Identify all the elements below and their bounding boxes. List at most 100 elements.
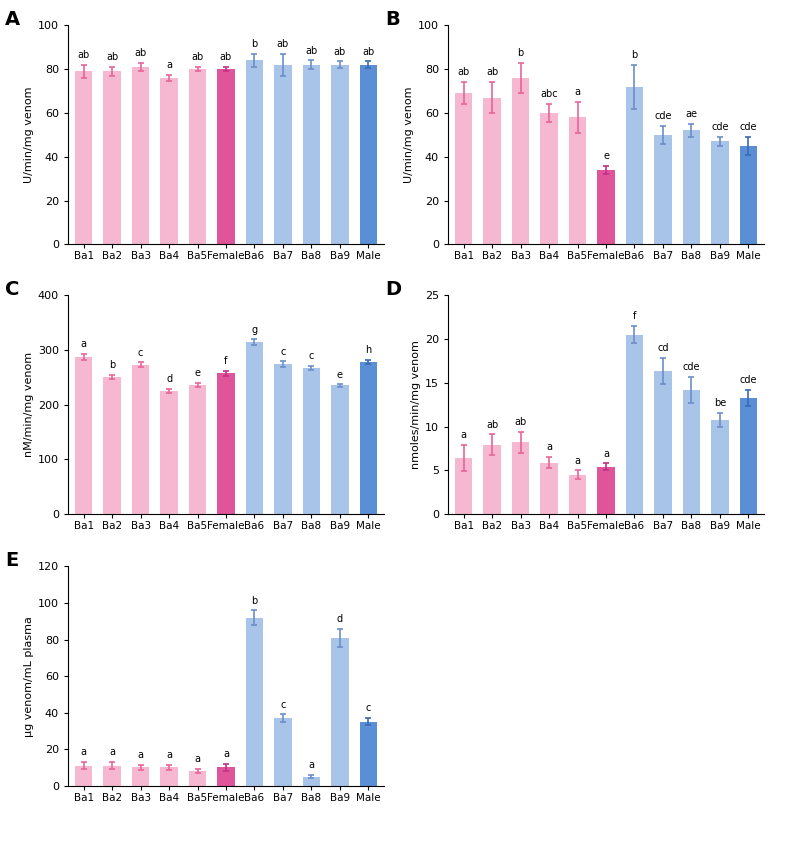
Text: d: d	[337, 614, 343, 624]
Text: E: E	[5, 551, 18, 570]
Text: b: b	[251, 595, 258, 605]
Text: b: b	[518, 48, 524, 57]
Bar	[711, 142, 729, 244]
Y-axis label: μg venom/mL plasma: μg venom/mL plasma	[24, 615, 34, 737]
Y-axis label: U/min/mg venom: U/min/mg venom	[404, 87, 414, 183]
Bar	[483, 445, 501, 514]
Text: be: be	[714, 398, 726, 408]
Bar	[626, 87, 643, 244]
Bar	[654, 135, 672, 244]
Bar	[132, 767, 150, 786]
Bar	[274, 65, 292, 244]
Bar	[75, 72, 93, 244]
Bar	[682, 389, 700, 514]
Text: C: C	[5, 280, 19, 298]
Text: ae: ae	[686, 109, 698, 119]
Text: c: c	[309, 351, 314, 361]
Bar	[246, 618, 263, 786]
Text: a: a	[574, 87, 581, 97]
Bar	[512, 78, 530, 244]
Bar	[217, 69, 235, 244]
Bar	[682, 131, 700, 244]
Text: c: c	[280, 346, 286, 357]
Text: a: a	[574, 455, 581, 465]
Text: ab: ab	[277, 39, 289, 49]
Bar	[597, 170, 615, 244]
Text: c: c	[366, 703, 371, 713]
Bar	[189, 771, 206, 786]
Text: a: a	[603, 448, 609, 459]
Bar	[302, 776, 320, 786]
Bar	[654, 371, 672, 514]
Bar	[359, 65, 377, 244]
Text: a: a	[166, 60, 172, 70]
Text: ab: ab	[486, 420, 498, 430]
Y-axis label: U/min/mg venom: U/min/mg venom	[24, 87, 34, 183]
Text: ab: ab	[362, 46, 374, 56]
Bar	[512, 443, 530, 514]
Text: e: e	[194, 368, 201, 378]
Bar	[75, 765, 93, 786]
Bar	[103, 765, 121, 786]
Bar	[739, 146, 757, 244]
Text: ab: ab	[306, 46, 318, 56]
Text: ab: ab	[334, 46, 346, 56]
Text: cde: cde	[739, 375, 757, 385]
Text: A: A	[5, 10, 20, 29]
Text: a: a	[461, 430, 466, 440]
Text: a: a	[81, 339, 86, 349]
Text: cde: cde	[654, 111, 672, 121]
Y-axis label: nmoles/min/mg venom: nmoles/min/mg venom	[410, 341, 421, 469]
Text: f: f	[633, 311, 636, 321]
Text: a: a	[109, 747, 115, 757]
Text: ab: ab	[486, 67, 498, 78]
Text: cde: cde	[682, 362, 700, 372]
Text: cde: cde	[711, 122, 729, 132]
Bar	[302, 65, 320, 244]
Text: c: c	[280, 700, 286, 710]
Bar	[739, 398, 757, 514]
Bar	[189, 69, 206, 244]
Text: ab: ab	[78, 50, 90, 60]
Bar	[455, 94, 473, 244]
Text: d: d	[166, 374, 172, 384]
Text: h: h	[366, 346, 371, 356]
Text: a: a	[546, 443, 552, 453]
Text: ab: ab	[220, 52, 232, 62]
Bar	[569, 117, 586, 244]
Bar	[711, 420, 729, 514]
Bar	[540, 463, 558, 514]
Bar	[160, 391, 178, 514]
Bar	[246, 61, 263, 244]
Bar	[160, 78, 178, 244]
Bar	[597, 467, 615, 514]
Bar	[75, 357, 93, 514]
Text: ab: ab	[458, 67, 470, 78]
Bar	[103, 72, 121, 244]
Text: e: e	[603, 151, 609, 161]
Bar	[455, 458, 473, 514]
Text: f: f	[224, 357, 228, 367]
Bar	[569, 475, 586, 514]
Bar	[217, 767, 235, 786]
Y-axis label: nM/min/mg venom: nM/min/mg venom	[24, 352, 34, 457]
Bar	[483, 98, 501, 244]
Bar	[103, 377, 121, 514]
Bar	[132, 365, 150, 514]
Text: cde: cde	[739, 122, 757, 132]
Text: a: a	[81, 747, 86, 757]
Bar	[160, 767, 178, 786]
Bar	[132, 67, 150, 244]
Text: g: g	[251, 325, 258, 335]
Text: D: D	[385, 280, 401, 298]
Bar	[626, 335, 643, 514]
Bar	[359, 722, 377, 786]
Bar	[274, 364, 292, 514]
Text: a: a	[309, 760, 314, 770]
Text: ab: ab	[514, 417, 526, 427]
Text: b: b	[109, 360, 115, 370]
Bar	[189, 385, 206, 514]
Text: ab: ab	[134, 48, 146, 57]
Text: a: a	[223, 749, 229, 759]
Text: a: a	[138, 750, 143, 760]
